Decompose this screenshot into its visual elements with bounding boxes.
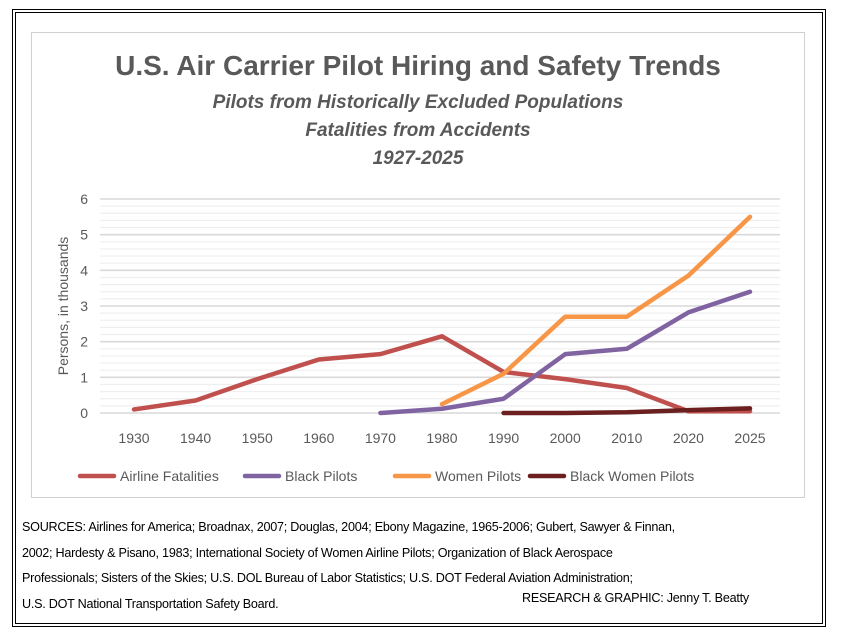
x-tick-label: 2025 — [734, 430, 765, 446]
legend-label: Black Pilots — [285, 468, 357, 484]
x-tick-label: 2020 — [673, 430, 704, 446]
chart-subtitle-1: Pilots from Historically Excluded Popula… — [212, 92, 624, 113]
y-axis-label: Persons, in thousands — [55, 237, 71, 376]
y-tick-label: 0 — [80, 405, 88, 421]
x-tick-label: 1980 — [426, 430, 457, 446]
y-tick-label: 5 — [80, 227, 88, 243]
x-tick-label: 2010 — [611, 430, 642, 446]
legend-label: Black Women Pilots — [570, 468, 694, 484]
chart-title: U.S. Air Carrier Pilot Hiring and Safety… — [115, 50, 721, 81]
y-tick-label: 2 — [80, 334, 88, 350]
x-tick-label: 1940 — [180, 430, 211, 446]
x-tick-label: 1960 — [303, 430, 334, 446]
legend-label: Women Pilots — [435, 468, 521, 484]
outer-frame — [12, 9, 826, 627]
x-tick-label: 1950 — [242, 430, 273, 446]
series-line-black-women-pilots — [501, 406, 753, 416]
legend-label: Airline Fatalities — [120, 468, 219, 484]
chart-subtitle-3: 1927-2025 — [372, 148, 464, 169]
y-tick-label: 3 — [80, 298, 88, 314]
sources-line: SOURCES: Airlines for America; Broadnax,… — [22, 520, 675, 534]
sources-line: U.S. DOT National Transportation Safety … — [22, 596, 279, 611]
chart-subtitle-2: Fatalities from Accidents — [305, 120, 531, 141]
sources-line: Professionals; Sisters of the Skies; U.S… — [22, 571, 633, 585]
y-tick-label: 6 — [80, 191, 88, 207]
x-tick-label: 1930 — [118, 430, 149, 446]
series-line-women-pilots — [439, 214, 753, 407]
series-line-black-pilots — [378, 289, 753, 416]
sources-line: 2002; Hardesty & Pisano, 1983; Internati… — [22, 545, 613, 560]
credit-text: RESEARCH & GRAPHIC: Jenny T. Beatty — [522, 591, 749, 605]
sources-note: SOURCES: Airlines for America; Broadnax,… — [22, 515, 822, 617]
y-tick-label: 4 — [80, 262, 88, 278]
chart-area — [31, 32, 805, 498]
x-tick-label: 1970 — [365, 430, 396, 446]
x-tick-label: 2000 — [550, 430, 581, 446]
series-line-airline-fatalities — [131, 334, 753, 414]
x-tick-label: 1990 — [488, 430, 519, 446]
y-tick-label: 1 — [80, 369, 88, 385]
